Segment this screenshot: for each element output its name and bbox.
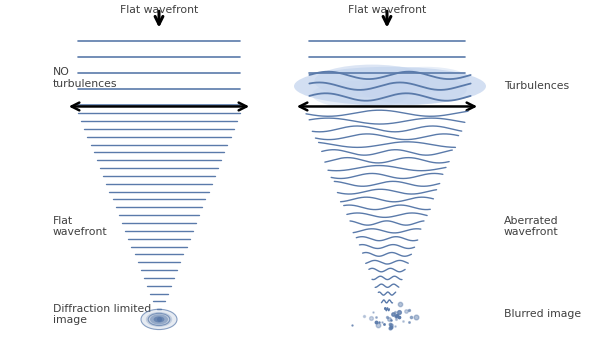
Text: Blurred image: Blurred image [504, 309, 581, 319]
Text: NO
turbulences: NO turbulences [53, 67, 118, 89]
Ellipse shape [383, 67, 469, 92]
Ellipse shape [294, 67, 486, 105]
Ellipse shape [314, 65, 430, 98]
Circle shape [150, 314, 168, 324]
Ellipse shape [312, 81, 408, 108]
Circle shape [146, 312, 172, 327]
Circle shape [154, 316, 164, 322]
Text: Aberrated
wavefront: Aberrated wavefront [504, 216, 559, 237]
Text: Flat wavefront: Flat wavefront [120, 5, 198, 15]
Text: Diffraction limited
image: Diffraction limited image [53, 304, 151, 325]
Ellipse shape [361, 75, 467, 104]
Text: Turbulences: Turbulences [504, 81, 569, 91]
Circle shape [141, 309, 177, 330]
Text: Flat wavefront: Flat wavefront [348, 5, 426, 15]
Text: Flat
wavefront: Flat wavefront [53, 216, 107, 237]
